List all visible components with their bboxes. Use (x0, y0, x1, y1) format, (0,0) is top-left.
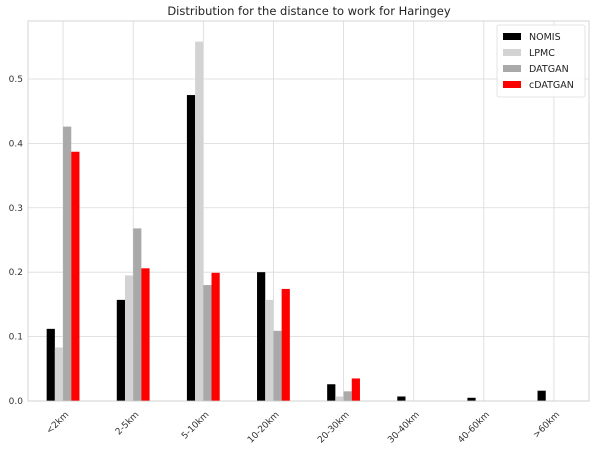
y-tick-label: 0.2 (9, 268, 23, 278)
plot-frame (27, 20, 590, 402)
legend-label-cdatgan: cDATGAN (529, 80, 574, 91)
legend: NOMIS LPMC DATGAN cDATGAN (496, 24, 586, 98)
bar-cdatgan-4 (351, 378, 360, 401)
bar-nomis-2 (186, 95, 196, 401)
y-tick-label: 0.3 (9, 204, 23, 214)
bar-datgan-4 (343, 391, 352, 401)
bar-nomis-1 (116, 299, 125, 401)
chart-title: Distribution for the distance to work fo… (167, 4, 451, 18)
bar-nomis-0 (46, 328, 55, 401)
bar-datgan-3 (273, 330, 282, 401)
bar-cdatgan-2 (211, 272, 220, 401)
bar-datgan-1 (133, 228, 142, 401)
legend-swatch-datgan (503, 65, 521, 72)
bars (46, 41, 546, 401)
legend-box (496, 24, 586, 98)
bar-cdatgan-0 (71, 151, 80, 401)
y-tick-label: 0.0 (9, 397, 24, 407)
bar-datgan-0 (63, 126, 72, 401)
legend-swatch-lpmc (503, 49, 521, 56)
y-tick-label: 0.5 (9, 75, 23, 85)
legend-label-datgan: DATGAN (529, 64, 569, 75)
legend-swatch-nomis (503, 33, 521, 40)
bar-lpmc-0 (54, 347, 64, 401)
bar-lpmc-4 (335, 396, 344, 401)
bar-nomis-7 (537, 390, 546, 401)
bar-nomis-5 (397, 396, 406, 401)
bar-nomis-3 (257, 272, 266, 401)
legend-swatch-cdatgan (503, 81, 521, 88)
legend-label-lpmc: LPMC (529, 48, 555, 59)
bar-cdatgan-1 (141, 268, 150, 401)
y-tick-label: 0.1 (9, 333, 23, 343)
bar-lpmc-2 (195, 41, 204, 401)
bar-nomis-4 (327, 384, 336, 401)
legend-label-nomis: NOMIS (529, 32, 561, 43)
bar-lpmc-3 (265, 299, 274, 401)
y-tick-label: 0.4 (9, 139, 24, 149)
bar-nomis-6 (467, 397, 476, 401)
bar-lpmc-1 (124, 275, 134, 401)
bar-cdatgan-3 (281, 288, 290, 401)
bar-datgan-2 (203, 285, 212, 401)
